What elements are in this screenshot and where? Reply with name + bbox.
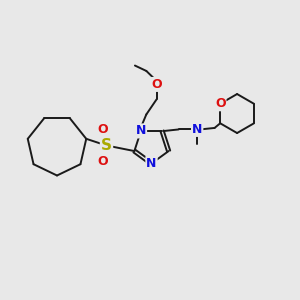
Text: O: O xyxy=(215,97,226,110)
Text: N: N xyxy=(146,157,157,170)
Text: N: N xyxy=(136,124,146,137)
Text: O: O xyxy=(151,78,162,91)
Text: N: N xyxy=(192,123,202,136)
Text: S: S xyxy=(101,138,112,153)
Text: O: O xyxy=(98,123,108,136)
Text: O: O xyxy=(98,154,108,168)
